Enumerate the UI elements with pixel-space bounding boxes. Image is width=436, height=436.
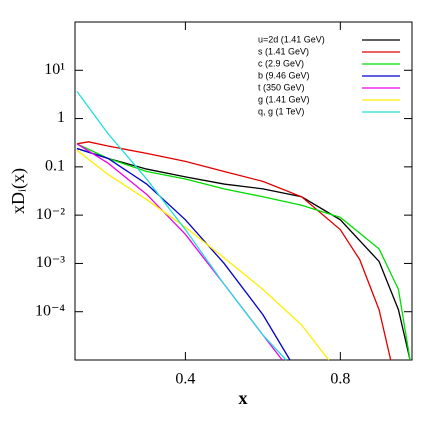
series-line bbox=[76, 141, 392, 361]
y-tick-label: 1 bbox=[57, 109, 65, 126]
legend-label: s (1.41 GeV) bbox=[258, 46, 309, 56]
legend-label: t (350 GeV) bbox=[258, 82, 305, 92]
legend-label: c (2.9 GeV) bbox=[258, 58, 304, 68]
legend-label: u=2d (1.41 GeV) bbox=[258, 34, 325, 44]
y-tick-label: 10⁻² bbox=[36, 206, 65, 223]
legend-label: g (1.41 GeV) bbox=[258, 94, 310, 104]
x-axis-label: x bbox=[239, 388, 248, 408]
y-tick-label: 10⁻³ bbox=[36, 254, 65, 271]
legend-label: b (9.46 GeV) bbox=[258, 70, 310, 80]
series-line bbox=[76, 147, 291, 361]
y-tick-label: 10⁻⁴ bbox=[35, 302, 65, 319]
series-line bbox=[76, 147, 411, 361]
legend-label: q, g (1 TeV) bbox=[258, 106, 304, 116]
y-tick-label: 0.1 bbox=[45, 158, 65, 175]
plot-frame bbox=[74, 21, 413, 361]
y-tick-label: 10¹ bbox=[44, 61, 65, 78]
x-tick-label: 0.8 bbox=[330, 371, 350, 388]
series-line bbox=[76, 149, 330, 361]
series-line bbox=[76, 91, 287, 361]
series-line bbox=[76, 143, 411, 361]
x-tick-label: 0.4 bbox=[175, 371, 195, 388]
y-axis-label: xDᵢ(x) bbox=[8, 168, 29, 214]
